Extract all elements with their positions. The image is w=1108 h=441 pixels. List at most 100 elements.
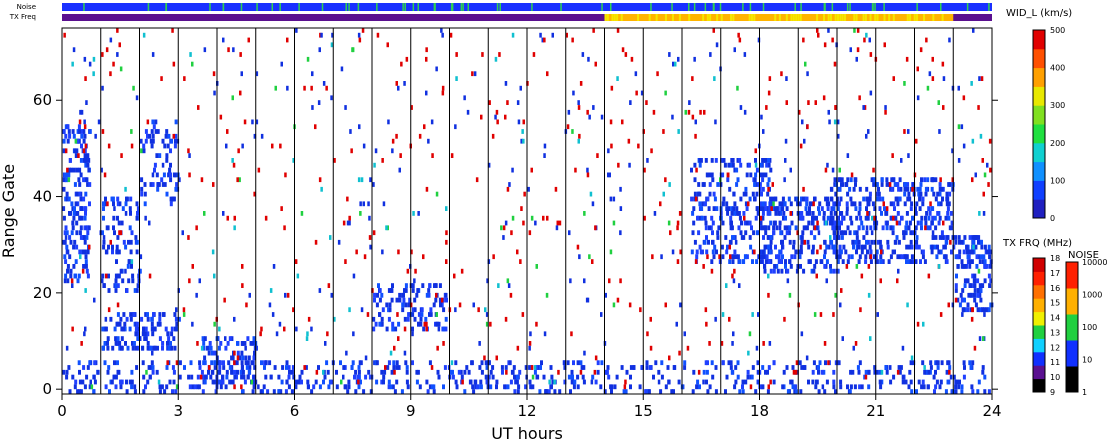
echo-speck: [530, 365, 534, 370]
noise-spike: [883, 3, 885, 11]
echo-cell: [917, 191, 921, 197]
echo-cell: [66, 249, 70, 255]
echo-cell: [870, 177, 874, 183]
echo-cell: [814, 384, 818, 390]
echo-cell: [795, 268, 799, 274]
echo-cell: [169, 341, 172, 346]
echo-cell: [948, 191, 952, 197]
echo-cell: [346, 389, 350, 394]
echo-cell: [420, 307, 424, 313]
echo-cell: [885, 177, 889, 183]
echo-cell: [807, 379, 810, 385]
echo-cell: [927, 206, 931, 211]
echo-cell: [973, 283, 977, 288]
echo-speck: [926, 85, 930, 91]
echo-speck: [83, 331, 86, 337]
echo-cell: [762, 235, 765, 240]
echo-cell: [734, 254, 738, 260]
echo-speck: [66, 167, 69, 173]
echo-speck: [106, 201, 109, 207]
echo-cell: [76, 138, 80, 144]
echo-cell: [404, 283, 408, 288]
echo-speck: [355, 249, 358, 255]
echo-cell: [729, 360, 733, 366]
echo-speck: [738, 283, 741, 288]
echo-cell: [802, 268, 806, 274]
echo-cell: [842, 244, 846, 250]
echo-cell: [905, 254, 909, 260]
echo-speck: [318, 177, 322, 183]
echo-cell: [772, 206, 776, 211]
echo-speck: [571, 37, 574, 43]
echo-cell: [898, 177, 902, 183]
echo-speck: [295, 28, 298, 33]
echo-cell: [826, 215, 830, 221]
echo-cell: [443, 365, 447, 370]
echo-cell: [406, 316, 410, 322]
echo-cell: [116, 215, 119, 221]
echo-cell: [769, 220, 773, 226]
colorbar-swatch: [1066, 366, 1078, 393]
echo-cell: [508, 360, 512, 366]
echo-speck: [392, 384, 395, 390]
echo-cell: [364, 374, 368, 380]
echo-cell: [380, 316, 384, 322]
echo-cell: [203, 355, 207, 361]
echo-cell: [727, 360, 731, 366]
echo-cell: [698, 384, 701, 390]
echo-cell: [832, 230, 836, 236]
echo-speck: [841, 336, 844, 341]
echo-speck: [849, 47, 852, 53]
echo-speck: [865, 225, 869, 231]
echo-speck: [166, 360, 169, 366]
echo-cell: [954, 389, 958, 394]
echo-speck: [669, 230, 672, 236]
echo-speck: [839, 302, 842, 308]
echo-cell: [850, 254, 854, 260]
echo-cell: [428, 312, 431, 317]
echo-speck: [362, 201, 365, 207]
echo-speck: [534, 220, 537, 226]
echo-cell: [444, 316, 448, 322]
echo-speck: [130, 129, 133, 134]
echo-cell: [432, 389, 436, 394]
echo-speck: [149, 138, 153, 144]
echo-cell: [969, 307, 973, 313]
echo-speck: [671, 114, 674, 120]
echo-cell: [269, 374, 273, 380]
echo-cell: [66, 278, 70, 284]
echo-cell: [121, 278, 125, 284]
echo-cell: [196, 384, 200, 390]
echo-speck: [988, 138, 992, 144]
colorbar-tick-label: 1: [1082, 388, 1087, 397]
echo-speck: [463, 95, 466, 101]
echo-cell: [240, 360, 244, 366]
echo-speck: [668, 52, 671, 57]
echo-cell: [693, 191, 697, 197]
echo-cell: [142, 389, 146, 394]
echo-speck: [67, 177, 71, 183]
echo-cell: [252, 384, 256, 390]
noise-spike: [693, 3, 696, 11]
echo-cell: [802, 225, 806, 231]
echo-cell: [79, 389, 83, 394]
echo-speck: [181, 230, 184, 236]
echo-cell: [708, 191, 712, 197]
echo-cell: [893, 215, 897, 221]
echo-cell: [378, 321, 382, 327]
echo-speck: [116, 302, 120, 308]
echo-cell: [221, 379, 225, 385]
echo-cell: [716, 230, 720, 236]
echo-cell: [772, 225, 776, 231]
echo-cell: [472, 389, 476, 394]
echo-cell: [706, 172, 710, 178]
echo-cell: [721, 220, 725, 226]
echo-cell: [153, 326, 156, 332]
echo-cell: [708, 225, 711, 231]
echo-cell: [202, 345, 206, 351]
echo-cell: [911, 259, 915, 264]
echo-speck: [391, 138, 395, 144]
echo-speck: [546, 71, 549, 77]
echo-speck: [348, 307, 351, 313]
echo-cell: [142, 374, 146, 380]
